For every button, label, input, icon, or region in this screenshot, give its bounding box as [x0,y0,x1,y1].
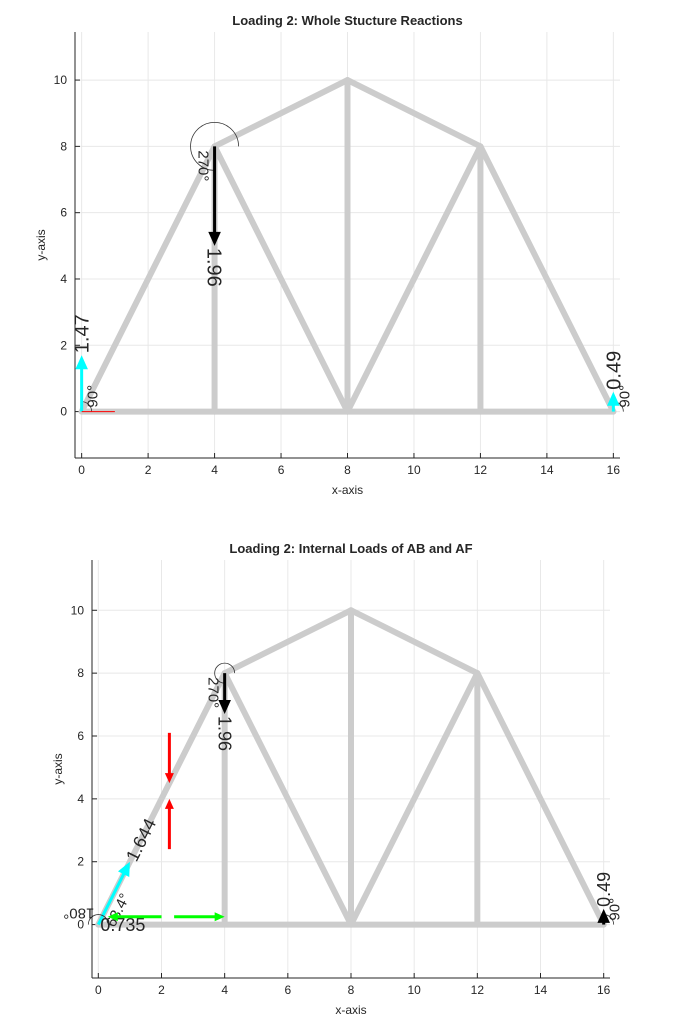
y-tick-label: 2 [77,855,84,869]
force-label: 1.644 [122,815,160,864]
force-label: 1.47 [72,314,94,353]
x-tick-label: 8 [348,983,355,997]
force-label: 0.735 [100,915,145,935]
arrow-head [75,355,88,370]
truss-member [211,77,351,150]
x-tick-label: 10 [407,983,421,997]
x-tick-label: 6 [278,463,285,477]
angle-label: 180° [63,905,94,922]
angle-arc [190,122,239,171]
x-axis-label: x-axis [332,483,363,497]
arrow-head [218,700,231,714]
truss-member [221,607,354,677]
y-tick-label: 6 [77,729,84,743]
x-tick-label: 14 [534,983,548,997]
truss-member [344,143,484,415]
truss-member [78,143,218,415]
truss-member [348,670,481,928]
force-label: 0.49 [603,351,625,390]
x-tick-label: 0 [95,983,102,997]
x-tick-label: 0 [78,463,85,477]
arrow-head [607,391,620,406]
y-tick-label: 6 [60,206,67,220]
y-tick-label: 10 [71,603,85,617]
arrow-head [208,231,221,246]
x-tick-label: 2 [158,983,165,997]
chart-title: Loading 2: Internal Loads of AB and AF [229,541,472,556]
y-tick-label: 0 [60,405,67,419]
angle-label: 90° [607,898,624,921]
force-label: 1.96 [203,248,225,287]
angle-arc [214,662,236,684]
x-axis-label: x-axis [335,1003,366,1017]
truss-member [348,607,481,677]
x-tick-label: 8 [344,463,351,477]
y-axis-label: y-axis [51,753,65,784]
x-tick-label: 16 [607,463,621,477]
angle-label: 90° [616,385,633,408]
angle-label: 90° [85,385,102,408]
y-tick-label: 2 [60,338,67,352]
arrow-head [107,912,118,922]
truss-member [344,77,484,150]
x-tick-label: 6 [284,983,291,997]
y-axis-label: y-axis [34,229,48,260]
chart-title: Loading 2: Whole Stucture Reactions [232,13,462,28]
angle-arc [87,914,109,925]
arrow-head [117,861,130,878]
y-tick-label: 10 [54,73,68,87]
truss-member [211,143,351,415]
truss-member [474,670,607,928]
x-tick-label: 12 [474,463,488,477]
angle-label: 270° [195,150,212,181]
angle-label: 270° [205,677,222,708]
y-tick-label: 0 [77,918,84,932]
arrow-head [164,798,174,809]
arrow-head [597,908,610,923]
x-tick-label: 4 [221,983,228,997]
arrow-head [214,912,225,922]
force-label: 1.96 [214,716,234,751]
y-tick-label: 8 [77,666,84,680]
y-tick-label: 4 [77,792,84,806]
y-tick-label: 8 [60,139,67,153]
x-tick-label: 12 [471,983,485,997]
truss-member [221,670,354,928]
x-tick-label: 2 [145,463,152,477]
truss-member [477,143,617,415]
force-label: 0.49 [594,872,614,907]
x-tick-label: 14 [540,463,554,477]
arrow-head [164,773,174,784]
x-tick-label: 4 [211,463,218,477]
x-tick-label: 10 [407,463,421,477]
y-tick-label: 4 [60,272,67,286]
x-tick-label: 16 [597,983,611,997]
